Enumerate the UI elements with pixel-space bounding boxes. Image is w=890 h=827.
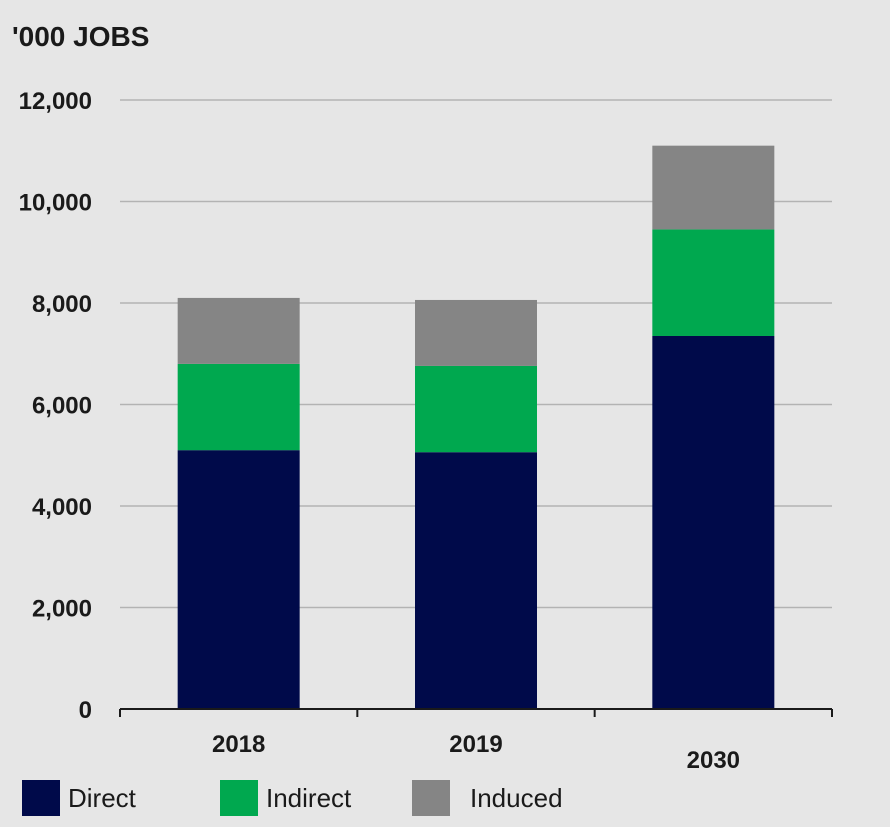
axes: 0 2,000 4,000 6,000 8,000 10,000 12,000 2018 201… [19, 88, 833, 774]
bar-segment-direct-2030 [652, 335, 775, 709]
bar-segment-induced-2019 [415, 299, 537, 366]
legend-swatch-direct [22, 780, 60, 816]
legend-swatch-induced [412, 780, 450, 816]
y-tick-label: 8,000 [32, 291, 92, 318]
bars [177, 145, 775, 709]
y-tick-label: 6,000 [32, 393, 92, 420]
y-tick-label: 10,000 [19, 190, 92, 217]
legend: Direct Indirect Induced [22, 780, 563, 816]
y-tick-label: 2,000 [32, 596, 92, 623]
bar-segment-direct-2018 [177, 450, 300, 709]
y-tick-label: 12,000 [19, 88, 92, 115]
y-tick-label: 0 [79, 697, 92, 724]
legend-label-direct: Direct [68, 783, 137, 813]
bar-segment-induced-2030 [652, 145, 775, 230]
bar-segment-direct-2019 [415, 452, 537, 709]
unit-label: '000 JOBS [12, 21, 149, 52]
x-tick-label: 2018 [212, 731, 265, 758]
y-tick-label: 4,000 [32, 494, 92, 521]
bar-segment-induced-2018 [177, 297, 300, 364]
bar-segment-indirect-2019 [415, 365, 537, 453]
bar-segment-indirect-2018 [177, 363, 300, 451]
legend-swatch-indirect [220, 780, 258, 816]
bar-segment-indirect-2030 [652, 229, 775, 336]
legend-label-induced: Induced [470, 783, 563, 813]
x-tick-label: 2019 [449, 731, 502, 758]
legend-label-indirect: Indirect [266, 783, 352, 813]
x-tick-label: 2030 [687, 747, 740, 774]
